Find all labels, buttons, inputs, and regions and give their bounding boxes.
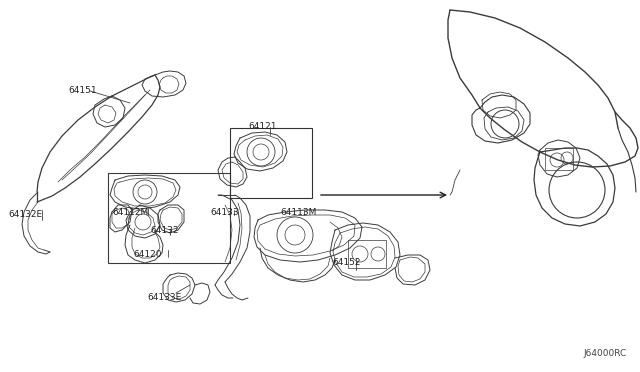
Text: 64151: 64151 xyxy=(68,86,97,95)
Text: 64113M: 64113M xyxy=(280,208,316,217)
Text: 64132E: 64132E xyxy=(8,210,42,219)
Bar xyxy=(348,240,386,268)
Text: 64133: 64133 xyxy=(210,208,239,217)
Text: 64112M: 64112M xyxy=(112,208,148,217)
Text: 64121: 64121 xyxy=(248,122,276,131)
Text: 64133E: 64133E xyxy=(147,293,181,302)
Text: 64152: 64152 xyxy=(332,258,360,267)
Bar xyxy=(545,148,573,170)
Bar xyxy=(108,173,230,263)
Text: 64120: 64120 xyxy=(133,250,161,259)
Text: J64000RC: J64000RC xyxy=(584,349,627,358)
Text: 64132: 64132 xyxy=(150,226,179,235)
Bar xyxy=(230,128,312,198)
